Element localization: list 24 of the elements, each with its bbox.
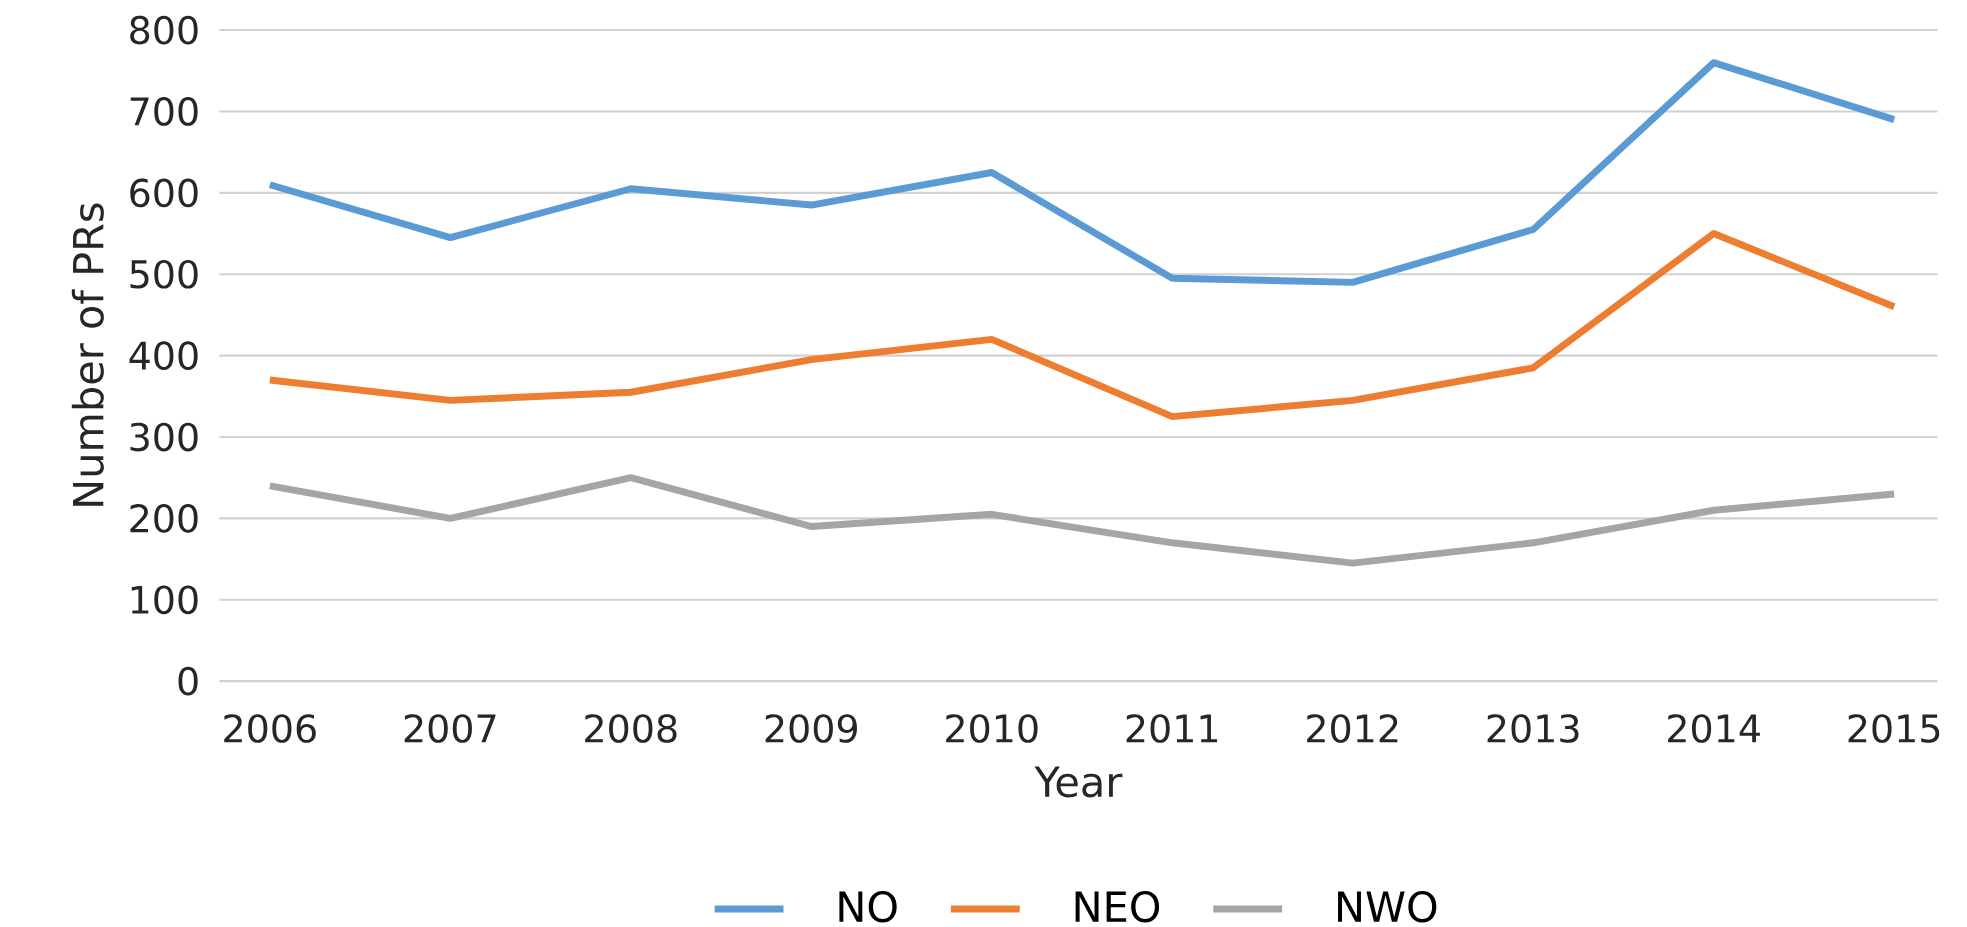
legend-label: NEO — [1075, 890, 1160, 923]
x-tick-label: 2010 — [946, 714, 1038, 743]
x-tick-label: 2009 — [765, 714, 857, 743]
y-tick-label: 800 — [130, 15, 198, 45]
y-tick-label: 300 — [130, 422, 198, 452]
y-axis-title: Number of PRs — [71, 203, 104, 506]
x-tick-label: 2015 — [1848, 714, 1940, 743]
y-tick-label: 100 — [131, 585, 198, 615]
y-tick-label: 400 — [129, 341, 198, 370]
x-tick-label: 2012 — [1307, 714, 1398, 743]
y-tick-label: 0 — [178, 666, 198, 696]
x-tick-label: 2008 — [585, 714, 677, 743]
x-tick-label: 2013 — [1487, 714, 1579, 743]
legend-label: NWO — [1338, 890, 1437, 923]
y-tick-label: 500 — [130, 259, 198, 289]
legend-label: NO — [839, 890, 897, 923]
y-tick-label: 700 — [130, 97, 198, 126]
x-axis-title: Year — [1034, 766, 1123, 798]
x-tick-label: 2011 — [1126, 714, 1218, 743]
y-tick-label: 600 — [130, 178, 198, 208]
x-tick-label: 2006 — [224, 714, 316, 743]
x-tick-label: 2014 — [1668, 714, 1760, 743]
y-tick-label: 200 — [130, 504, 198, 533]
x-tick-label: 2007 — [404, 714, 496, 743]
